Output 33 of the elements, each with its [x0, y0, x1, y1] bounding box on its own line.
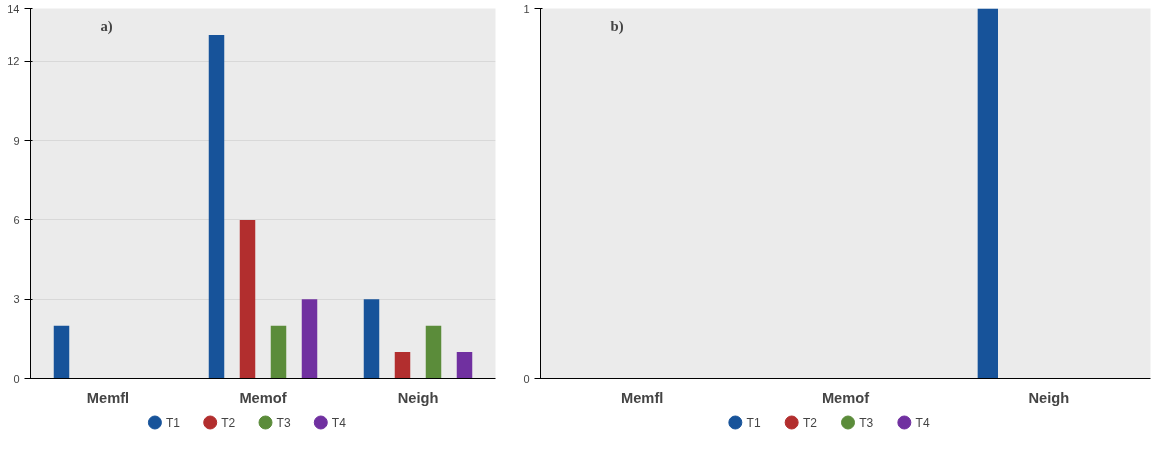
text: b): [610, 18, 624, 36]
legend-label: T3: [276, 415, 291, 430]
x-tick-label: Memof: [239, 389, 287, 406]
bar: [425, 325, 442, 379]
legend-label: T2: [221, 415, 236, 430]
y-tick-label: 0: [13, 372, 20, 385]
x-tick-label: Memfl: [620, 389, 664, 406]
bar: [239, 219, 256, 379]
bar: [394, 352, 411, 379]
y-tick-label: 1: [523, 2, 530, 15]
bar: [53, 325, 70, 379]
bar: [456, 352, 473, 379]
x-tick-label: Memfl: [86, 389, 130, 406]
bar: [301, 299, 318, 379]
bar: [270, 325, 287, 379]
legend-label: T1: [746, 415, 761, 430]
x-tick-label: Neigh: [1028, 389, 1070, 406]
y-tick-label: 3: [13, 293, 20, 306]
y-tick-label: 14: [7, 2, 20, 15]
legend-label: T1: [165, 415, 181, 430]
x-tick-label: Neigh: [397, 389, 439, 406]
y-tick-label: 12: [7, 55, 20, 68]
legend-label: T3: [859, 415, 874, 430]
text: a): [100, 18, 113, 36]
legend-label: T4: [331, 415, 347, 430]
x-tick-label: Memof: [821, 389, 870, 406]
y-tick-label: 9: [13, 134, 20, 147]
legend-label: T2: [802, 415, 818, 430]
bar: [363, 299, 380, 379]
bar: [208, 34, 225, 379]
y-tick-label: 6: [13, 213, 20, 226]
y-tick-label: 0: [523, 372, 530, 385]
legend-label: T4: [915, 415, 930, 430]
